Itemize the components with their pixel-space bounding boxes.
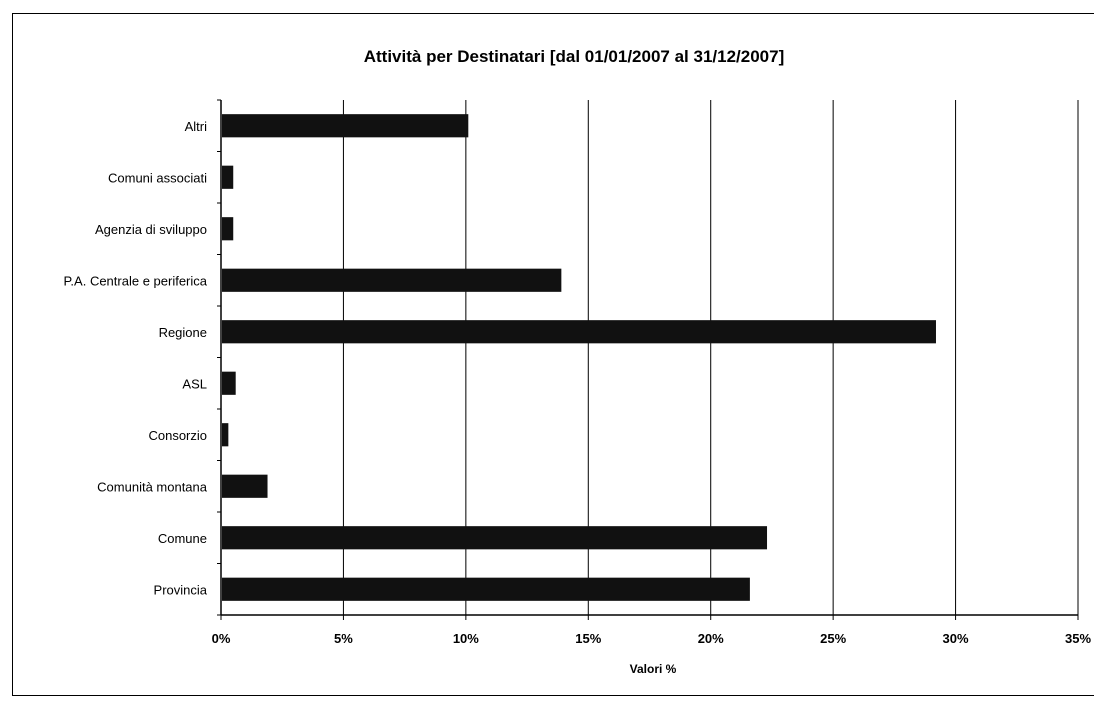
x-tick-label: 0%: [212, 631, 231, 646]
x-tick-label: 20%: [698, 631, 724, 646]
bar: [222, 320, 936, 344]
x-tick-label: 5%: [334, 631, 353, 646]
bar: [222, 577, 750, 601]
category-label: P.A. Centrale e periferica: [63, 273, 207, 288]
category-label: Agenzia di sviluppo: [95, 222, 207, 237]
chart-frame: [12, 13, 1094, 696]
bar: [222, 474, 268, 498]
bar: [222, 165, 234, 189]
x-tick-label: 10%: [453, 631, 479, 646]
bar: [222, 371, 236, 395]
x-tick-label: 15%: [575, 631, 601, 646]
bar: [222, 114, 469, 138]
x-tick-label: 30%: [943, 631, 969, 646]
category-label: Regione: [159, 325, 207, 340]
bar: [222, 423, 229, 447]
bar: [222, 526, 768, 550]
chart-title: Attività per Destinatari [dal 01/01/2007…: [364, 47, 785, 66]
x-axis-title: Valori %: [630, 662, 677, 676]
category-label: Comuni associati: [108, 170, 207, 185]
category-label: Provincia: [154, 582, 208, 597]
category-label: Comunità montana: [97, 479, 208, 494]
category-label: Altri: [185, 119, 208, 134]
plot-area: 0% 5% 10% 15% 20% 25% 30% 35% Altri Comuni associ…: [63, 99, 1091, 646]
bar: [222, 268, 562, 292]
x-tick-label: 25%: [820, 631, 846, 646]
category-label: ASL: [182, 376, 207, 391]
bar: [222, 217, 234, 241]
category-label: Consorzio: [148, 428, 207, 443]
x-tick-label: 35%: [1065, 631, 1091, 646]
category-label: Comune: [158, 531, 207, 546]
